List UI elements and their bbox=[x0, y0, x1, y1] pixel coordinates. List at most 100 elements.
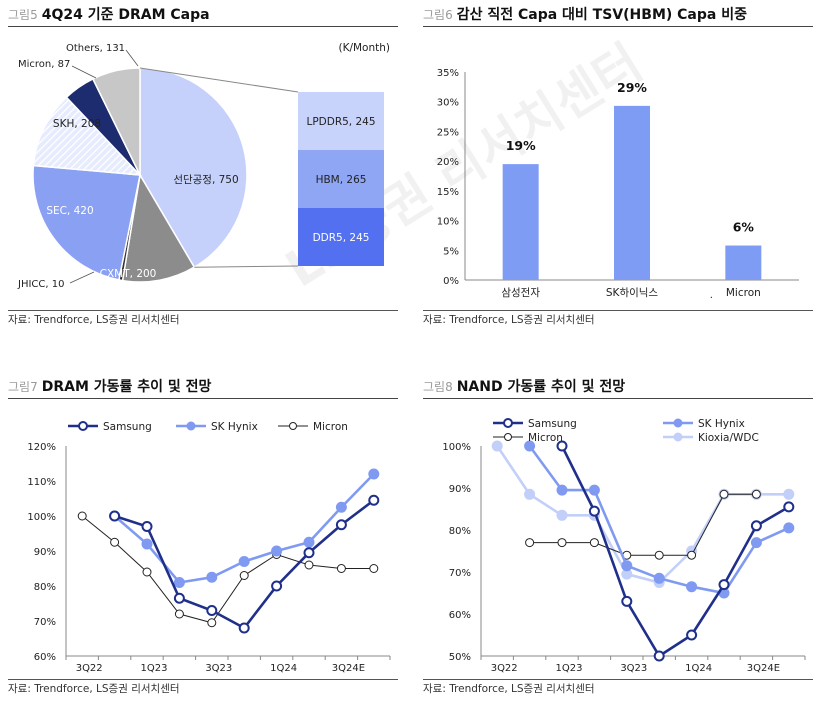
data-point bbox=[525, 538, 535, 548]
data-point bbox=[783, 501, 795, 513]
x-tick-label: 3Q23 bbox=[620, 663, 647, 674]
source-rule bbox=[8, 679, 398, 680]
panel-tsv-ratio: 그림6 감산 직전 Capa 대비 TSV(HBM) Capa 비중 0% 5% 10… bbox=[423, 4, 813, 329]
title-text: 4Q24 기준 DRAM Capa bbox=[41, 7, 210, 23]
source-rule bbox=[423, 310, 813, 311]
data-point bbox=[653, 572, 665, 584]
y-tick-label: 10% bbox=[437, 217, 459, 228]
y-tick-label: 5% bbox=[443, 246, 459, 257]
data-point bbox=[589, 538, 599, 548]
data-point bbox=[783, 488, 795, 500]
source-rule bbox=[423, 679, 813, 680]
legend-label: Micron bbox=[528, 432, 563, 444]
y-tick-label: 100% bbox=[442, 442, 471, 453]
series-line-samsung bbox=[560, 445, 790, 658]
title-rule bbox=[423, 26, 813, 27]
panel-dram-capa: 그림5 4Q24 기준 DRAM Capa LPDDR5, 245 HBM, 265… bbox=[8, 4, 398, 329]
title-text: NAND 가동률 추이 및 전망 bbox=[456, 379, 626, 395]
data-point bbox=[174, 609, 184, 619]
data-point bbox=[206, 605, 218, 616]
data-point bbox=[207, 618, 217, 628]
data-point bbox=[173, 577, 185, 588]
y-tick-label: 90% bbox=[449, 484, 471, 495]
legend-marker bbox=[673, 432, 683, 442]
data-point bbox=[557, 538, 567, 548]
data-point bbox=[524, 488, 536, 500]
source-note: 자료: Trendforce, LS증권 리서치센터 bbox=[423, 314, 595, 326]
legend-label: Kioxia/WDC bbox=[698, 432, 759, 444]
y-tick-label: 15% bbox=[437, 187, 459, 198]
figure-number: 그림8 bbox=[423, 380, 453, 394]
pie-slice-others bbox=[91, 67, 141, 176]
line-chart: 60% 70% 80% 90% 100% 110% 120% 3Q22 1Q23 3Q23 1Q24… bbox=[27, 421, 391, 674]
data-point bbox=[719, 489, 729, 499]
slice-label: 선단공정, 750 bbox=[173, 174, 238, 186]
data-point bbox=[750, 537, 762, 549]
bar bbox=[614, 105, 650, 280]
slice-label: CXMT, 200 bbox=[100, 268, 157, 280]
data-point bbox=[556, 440, 568, 452]
x-tick-label: Micron bbox=[726, 287, 761, 299]
data-point bbox=[173, 592, 185, 604]
x-tick-label: 1Q23 bbox=[556, 663, 583, 674]
data-point bbox=[239, 571, 249, 580]
data-point bbox=[271, 580, 283, 592]
x-tick-label: 1Q24 bbox=[685, 663, 712, 674]
x-tick-label: 3Q22 bbox=[76, 663, 103, 674]
x-tick-prefix: . bbox=[710, 290, 713, 301]
data-point bbox=[750, 520, 762, 532]
breakdown-label: HBM, 265 bbox=[316, 174, 367, 186]
pie-slice-cxmt bbox=[121, 172, 196, 283]
y-tick-label: 70% bbox=[449, 568, 471, 579]
panel-dram-utilization: 그림7 DRAM 가동률 추이 및 전망 60% 70% 80% 90% 100% 110%… bbox=[8, 376, 398, 701]
source-note: 자료: Trendforce, LS증권 리서치센터 bbox=[423, 683, 595, 695]
y-tick-label: 70% bbox=[34, 617, 56, 628]
x-tick-label: SK하이닉스 bbox=[606, 286, 659, 299]
x-tick-label: 1Q23 bbox=[141, 663, 168, 674]
data-point bbox=[303, 547, 315, 559]
legend-marker bbox=[503, 418, 513, 428]
pie-chart: LPDDR5, 245 HBM, 265 DDR5, 245 선단공정, 750 CXM… bbox=[17, 42, 390, 290]
legend-marker bbox=[78, 421, 88, 431]
legend-label: SK Hynix bbox=[211, 421, 258, 433]
breakdown-box-ddr5 bbox=[298, 208, 384, 266]
data-label: 19% bbox=[506, 138, 536, 153]
data-point bbox=[718, 579, 730, 591]
slice-label: Others, 131 bbox=[66, 43, 125, 54]
data-point bbox=[141, 538, 153, 550]
data-point bbox=[303, 536, 315, 548]
figure-number: 그림6 bbox=[423, 8, 453, 22]
x-tick-label: 삼성전자 bbox=[501, 287, 540, 299]
data-point bbox=[524, 440, 536, 452]
bar bbox=[725, 245, 762, 280]
panel-title: 그림6 감산 직전 Capa 대비 TSV(HBM) Capa 비중 bbox=[423, 4, 747, 24]
legend-label: SK Hynix bbox=[698, 418, 745, 430]
data-point bbox=[206, 571, 218, 583]
panel-title: 그림5 4Q24 기준 DRAM Capa bbox=[8, 4, 210, 24]
y-tick-label: 90% bbox=[34, 547, 56, 558]
legend-label: Samsung bbox=[103, 421, 152, 433]
legend-marker bbox=[504, 433, 512, 441]
slice-label: JHICC, 10 bbox=[17, 279, 64, 290]
data-point bbox=[491, 440, 503, 452]
x-tick-label: 3Q24E bbox=[332, 663, 365, 674]
pie-slice-선단공정 bbox=[139, 67, 248, 269]
line-chart: 50% 60% 70% 80% 90% 100% 3Q22 1Q23 3Q23 1Q24 3Q24E… bbox=[442, 418, 806, 674]
data-point bbox=[304, 560, 314, 570]
panel-title: 그림7 DRAM 가동률 추이 및 전망 bbox=[8, 376, 211, 396]
y-tick-label: 60% bbox=[449, 610, 471, 621]
breakdown-label: LPDDR5, 245 bbox=[306, 116, 375, 128]
data-point bbox=[77, 511, 87, 521]
y-tick-label: 0% bbox=[443, 276, 459, 287]
data-point bbox=[588, 484, 600, 496]
x-tick-label: 3Q22 bbox=[491, 663, 518, 674]
data-point bbox=[109, 510, 121, 522]
title-text: DRAM 가동률 추이 및 전망 bbox=[41, 379, 212, 395]
data-point bbox=[141, 521, 153, 532]
series-line-micron bbox=[81, 515, 374, 624]
legend-label: Micron bbox=[313, 421, 348, 433]
legend-label: Samsung bbox=[528, 418, 577, 430]
y-tick-label: 120% bbox=[27, 442, 56, 453]
slice-label: Micron, 87 bbox=[18, 59, 70, 70]
data-point bbox=[556, 509, 568, 521]
